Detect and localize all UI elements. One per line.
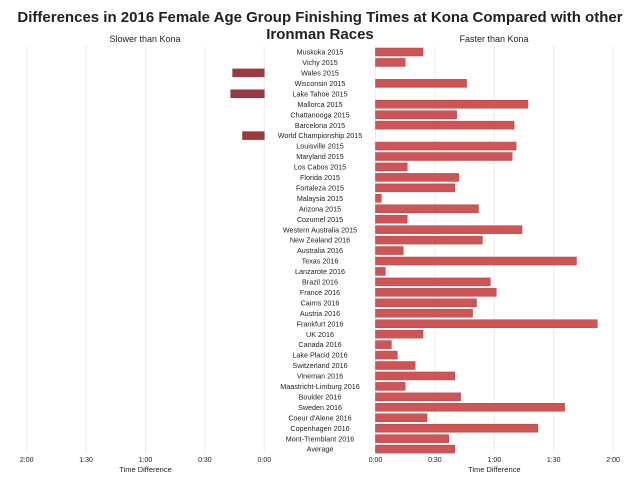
tick-label: 0:00	[257, 457, 271, 464]
bar-faster	[375, 361, 416, 370]
category-label: UK 2016	[306, 330, 334, 339]
bar-faster	[375, 288, 497, 297]
category-label: Australia 2016	[297, 246, 343, 255]
category-label: France 2016	[300, 288, 340, 297]
category-label: Barcelona 2015	[295, 121, 345, 130]
category-label: New Zealand 2016	[290, 236, 350, 245]
category-label: Los Cabos 2015	[294, 163, 346, 172]
bar-faster	[375, 173, 459, 182]
tick-label: 2:00	[606, 457, 620, 464]
bar-faster	[375, 183, 455, 193]
category-label: Lake Tahoe 2015	[292, 89, 347, 98]
category-label: Lanzarote 2016	[295, 267, 345, 276]
category-label: Average	[307, 445, 334, 454]
category-label: Boulder 2016	[299, 392, 342, 401]
category-label: Muskoka 2015	[297, 48, 344, 57]
category-label: Western Australia 2015	[283, 225, 357, 234]
bar-faster	[375, 58, 406, 67]
bar-faster	[375, 162, 408, 172]
tick-label: 0:30	[198, 457, 212, 464]
category-label: Louisville 2015	[296, 142, 344, 151]
category-label: Canada 2016	[298, 340, 341, 349]
bar-faster	[375, 309, 473, 318]
bar-faster	[375, 246, 404, 255]
tick-label: 1:30	[547, 457, 561, 464]
bar-faster	[375, 444, 455, 454]
category-label: Mallorca 2015	[297, 100, 342, 109]
tick-label: 1:00	[487, 457, 501, 464]
category-label: Coeur d'Alene 2016	[288, 413, 351, 422]
bar-faster	[375, 350, 398, 360]
bar-faster	[375, 423, 539, 433]
bar-faster	[375, 47, 424, 57]
category-label: Texas 2016	[302, 257, 339, 266]
bar-faster	[375, 413, 428, 422]
category-label: Maastricht-Limburg 2016	[280, 382, 360, 391]
bar-faster	[375, 225, 523, 234]
category-label: World Championship 2015	[278, 131, 363, 140]
bar-faster	[375, 214, 408, 224]
left-panel-title: Slower than Kona	[109, 34, 181, 44]
bar-faster	[375, 100, 529, 109]
category-label: Frankfurt 2016	[297, 319, 344, 328]
category-label: Chattanooga 2015	[290, 110, 349, 119]
bar-faster	[375, 319, 598, 328]
tick-label: 0:00	[369, 457, 383, 464]
bar-faster	[375, 277, 491, 287]
bar-faster	[375, 371, 455, 381]
category-label: Cozumel 2015	[297, 215, 343, 224]
tick-label: 2:00	[20, 457, 34, 464]
category-label: Florida 2015	[300, 173, 340, 182]
category-label: Mont-Tremblant 2016	[286, 434, 354, 443]
bar-faster	[375, 79, 467, 88]
bar-faster	[375, 329, 424, 339]
category-label: Sweden 2016	[298, 403, 342, 412]
bar-faster	[375, 235, 483, 245]
bar-slower	[232, 68, 265, 78]
right-panel-title: Faster than Kona	[459, 34, 529, 44]
bar-faster	[375, 204, 479, 213]
bar-faster	[375, 141, 517, 151]
bar-faster	[375, 434, 450, 443]
category-label: Fortaleza 2015	[296, 183, 344, 192]
category-label: Vichy 2015	[302, 58, 337, 67]
bar-faster	[375, 152, 513, 161]
tick-label: 0:30	[428, 457, 442, 464]
category-label: Copenhagen 2016	[290, 424, 349, 433]
tick-label: 1:00	[139, 457, 153, 464]
bar-faster	[375, 392, 461, 402]
bar-faster	[375, 256, 577, 266]
category-label: Malaysia 2015	[297, 194, 343, 203]
category-label: Vineman 2016	[297, 372, 343, 381]
bar-faster	[375, 267, 386, 276]
category-label: Arizona 2015	[299, 204, 341, 213]
category-label: Lake Placid 2016	[292, 351, 347, 360]
bar-slower	[242, 131, 265, 140]
x-axis-label-left: Time Difference	[119, 465, 172, 474]
bar-faster	[375, 382, 406, 391]
bar-faster	[375, 298, 477, 308]
chart-title: Differences in 2016 Female Age Group Fin…	[17, 9, 623, 43]
bar-faster	[375, 110, 457, 119]
category-label: Wales 2015	[301, 69, 339, 78]
category-label: Switzerland 2016	[292, 361, 347, 370]
bar-faster	[375, 340, 392, 349]
bar-faster	[375, 120, 515, 130]
category-label: Wisconsin 2015	[295, 79, 346, 88]
x-axis-label-right: Time Difference	[468, 465, 521, 474]
tick-label: 1:30	[79, 457, 93, 464]
bar-faster	[375, 403, 565, 412]
category-label: Brazil 2016	[302, 278, 338, 287]
bar-faster	[375, 194, 382, 203]
category-label: Austria 2016	[300, 309, 340, 318]
category-label: Cairns 2016	[301, 298, 340, 307]
category-label: Maryland 2015	[296, 152, 344, 161]
bar-slower	[230, 89, 265, 99]
